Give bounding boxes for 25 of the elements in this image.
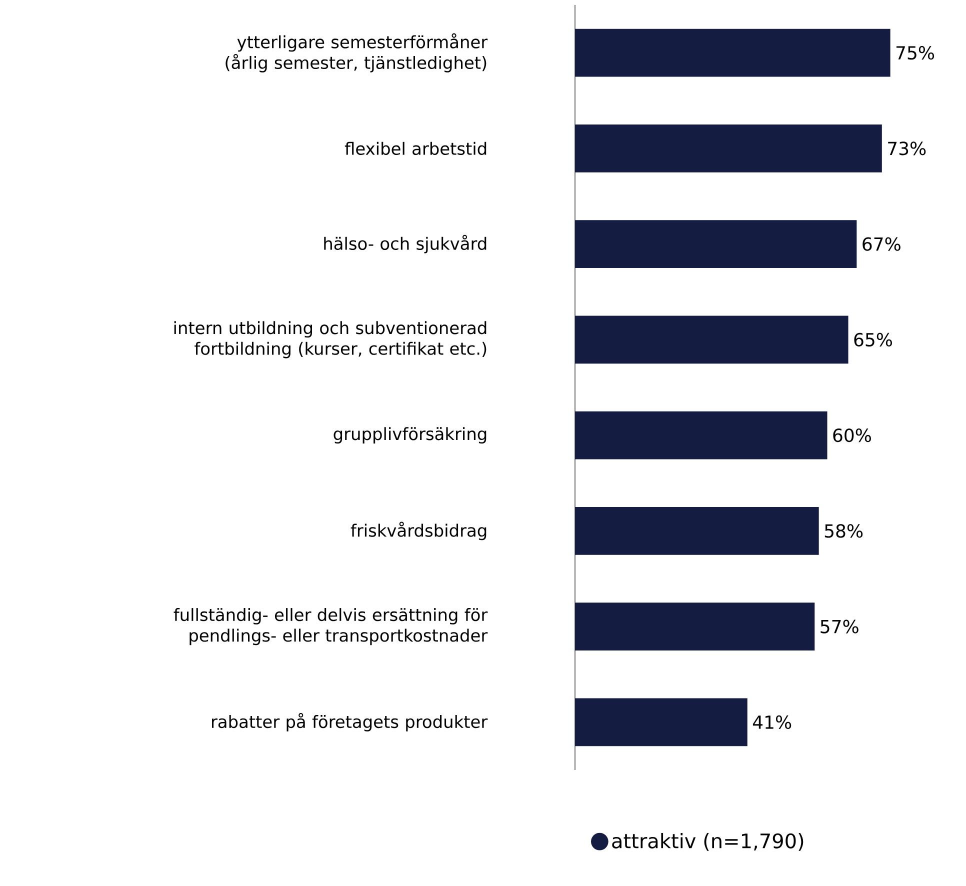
y-tick-label: ytterligare semesterförmåner (årlig semester, tjänstledighet) — [226, 33, 488, 72]
y-tick-label: friskvårdsbidrag — [350, 522, 486, 540]
y-tick-label: flexibel arbetstid — [344, 142, 486, 155]
data-label: 41% — [752, 715, 792, 729]
data-label: 75% — [896, 46, 934, 60]
y-tick-label: hälso- och sjukvård — [324, 234, 486, 254]
bar — [575, 507, 819, 555]
legend-label: attraktiv (n=1,790) — [612, 832, 804, 851]
y-tick-label: grupplivförsäkring — [334, 427, 486, 444]
bar — [575, 28, 890, 77]
y-tick-label: rabatter på företagets produkter — [212, 713, 488, 732]
bar — [575, 316, 848, 364]
bar — [575, 411, 828, 460]
y-tick-label: fullständig- eller delvis ersättning för pendlings- eller transportkostnader — [174, 608, 488, 646]
y-tick-label: intern utbildning och subventionerad fortbildning (kurser, certifikat etc.) — [174, 321, 486, 358]
data-label: 67% — [862, 237, 900, 251]
bar — [575, 124, 882, 172]
data-label: 73% — [888, 142, 926, 156]
data-label: 58% — [824, 524, 863, 538]
data-label: 57% — [820, 620, 858, 634]
bar — [575, 602, 815, 650]
bar — [575, 220, 857, 268]
data-label: 65% — [854, 332, 892, 347]
bar — [575, 698, 748, 746]
data-label: 60% — [833, 428, 871, 442]
